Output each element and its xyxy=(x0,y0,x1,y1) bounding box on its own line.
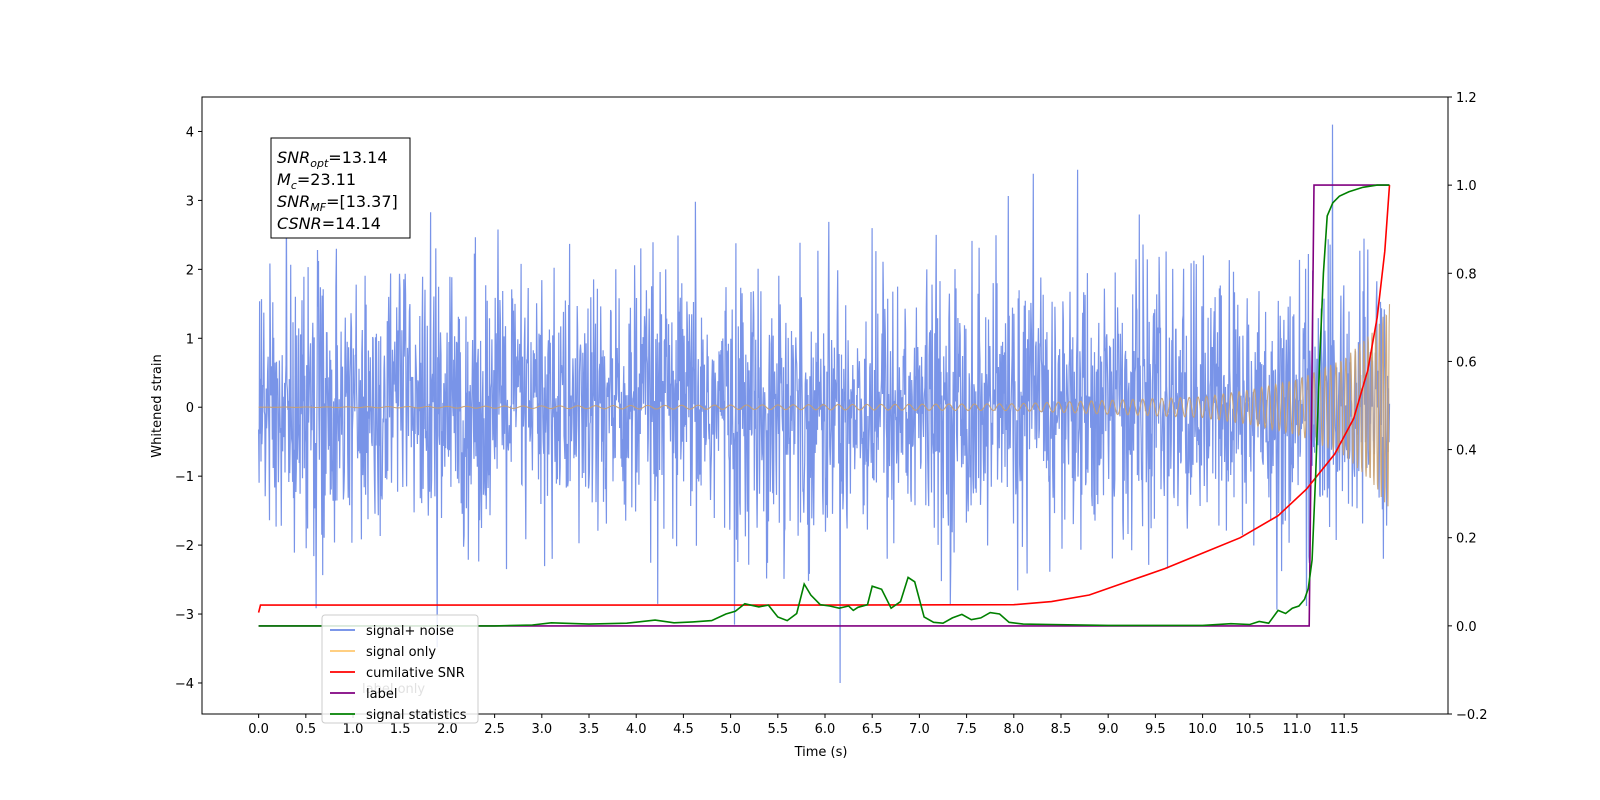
signal-noise-line xyxy=(258,124,1391,684)
x-tick-label: 8.0 xyxy=(1003,722,1024,737)
annotation-line: Mc=23.11 xyxy=(277,170,356,192)
y-tick-label: 4 xyxy=(186,125,194,140)
y-tick-label: 2 xyxy=(186,263,194,278)
y-axis-ticks: −4 −3 −2 −1 0 1 2 3 4 xyxy=(175,125,202,692)
y2-tick-label: 0.8 xyxy=(1456,267,1477,282)
annotation-value: =13.14 xyxy=(328,148,387,167)
y-tick-label: 1 xyxy=(186,332,194,347)
x-tick-label: 2.5 xyxy=(484,722,505,737)
x-tick-label: 7.5 xyxy=(956,722,977,737)
y-tick-label: −1 xyxy=(175,470,194,485)
annotation-subscript: c xyxy=(291,179,297,192)
signal-only-line xyxy=(258,304,1391,507)
annotation-line: SNRMF=[13.37] xyxy=(277,192,398,214)
metrics-annotation: SNRopt=13.14Mc=23.11SNRMF=[13.37]CSNR=14… xyxy=(270,137,411,239)
annotation-value: =[13.37] xyxy=(326,192,398,211)
x-tick-label: 3.0 xyxy=(531,722,552,737)
x-tick-label: 11.0 xyxy=(1282,722,1311,737)
signal-only-series xyxy=(258,304,1391,507)
x-tick-label: 4.0 xyxy=(626,722,647,737)
annotation-box xyxy=(270,137,411,239)
x-tick-label: 3.5 xyxy=(579,722,600,737)
x-tick-label: 0.0 xyxy=(248,722,269,737)
legend-entry-label: signal statistics xyxy=(366,708,467,723)
legend-entry-label: signal only xyxy=(366,645,436,660)
x-tick-label: 10.0 xyxy=(1188,722,1217,737)
annotation-line: CSNR=14.14 xyxy=(277,214,381,233)
signal-statistics-line xyxy=(258,184,1390,627)
y2-tick-label: 0.0 xyxy=(1456,620,1477,635)
legend-entry-label: label xyxy=(366,687,397,702)
y2-tick-label: −0.2 xyxy=(1456,708,1488,723)
y-tick-label: −4 xyxy=(175,677,194,692)
annotation-line: SNRopt=13.14 xyxy=(277,148,388,170)
annotation-subscript: MF xyxy=(310,201,326,214)
annotation-value: =23.11 xyxy=(297,170,356,189)
x-tick-label: 2.0 xyxy=(437,722,458,737)
y2-axis-ticks: −0.2 0.0 0.2 0.4 0.6 0.8 1.0 1.2 xyxy=(1448,91,1488,723)
y2-tick-label: 1.2 xyxy=(1456,91,1477,106)
y-tick-label: 0 xyxy=(186,401,194,416)
x-tick-label: 6.0 xyxy=(815,722,836,737)
legend-ghost-text: label only xyxy=(362,682,425,697)
legend-entry-label: signal+ noise xyxy=(366,624,454,639)
x-tick-label: 9.5 xyxy=(1145,722,1166,737)
signal-noise-series xyxy=(258,124,1391,684)
y2-tick-label: 0.2 xyxy=(1456,532,1477,547)
annotation-symbol: SNR xyxy=(277,148,310,167)
annotation-value: =14.14 xyxy=(322,214,381,233)
x-tick-label: 5.0 xyxy=(720,722,741,737)
x-tick-label: 7.0 xyxy=(909,722,930,737)
y2-tick-label: 0.4 xyxy=(1456,444,1477,459)
x-tick-label: 4.5 xyxy=(673,722,694,737)
x-tick-label: 0.5 xyxy=(295,722,316,737)
legend-entry-label: cumilative SNR xyxy=(366,666,465,681)
x-tick-label: 1.5 xyxy=(390,722,411,737)
annotation-symbol: M xyxy=(277,170,291,189)
label-line xyxy=(258,184,1390,627)
right-axis-series xyxy=(257,184,1391,627)
y-axis-label: Whitened strain xyxy=(150,354,165,457)
legend-box xyxy=(321,614,479,724)
x-tick-label: 10.5 xyxy=(1235,722,1264,737)
x-tick-label: 11.5 xyxy=(1330,722,1359,737)
x-axis-ticks: 0.0 0.5 1.0 1.5 2.0 2.5 3.0 3.5 4.0 4.5 5.0 5.5 6.0 6… xyxy=(248,714,1359,737)
x-tick-label: 8.5 xyxy=(1051,722,1072,737)
y-tick-label: −2 xyxy=(175,539,194,554)
x-tick-label: 9.0 xyxy=(1098,722,1119,737)
annotation-subscript: opt xyxy=(310,157,329,170)
y2-tick-label: 0.6 xyxy=(1456,355,1477,370)
y-tick-label: 3 xyxy=(186,194,194,209)
y-tick-label: −3 xyxy=(175,608,194,623)
legend: label only signal+ noise signal only cumila… xyxy=(321,614,479,724)
x-tick-label: 1.0 xyxy=(343,722,364,737)
x-axis-label: Time (s) xyxy=(794,745,848,760)
y2-tick-label: 1.0 xyxy=(1456,179,1477,194)
annotation-symbol: CSNR xyxy=(277,214,322,233)
x-tick-label: 6.5 xyxy=(862,722,883,737)
annotation-symbol: SNR xyxy=(277,192,310,211)
x-tick-label: 5.5 xyxy=(767,722,788,737)
